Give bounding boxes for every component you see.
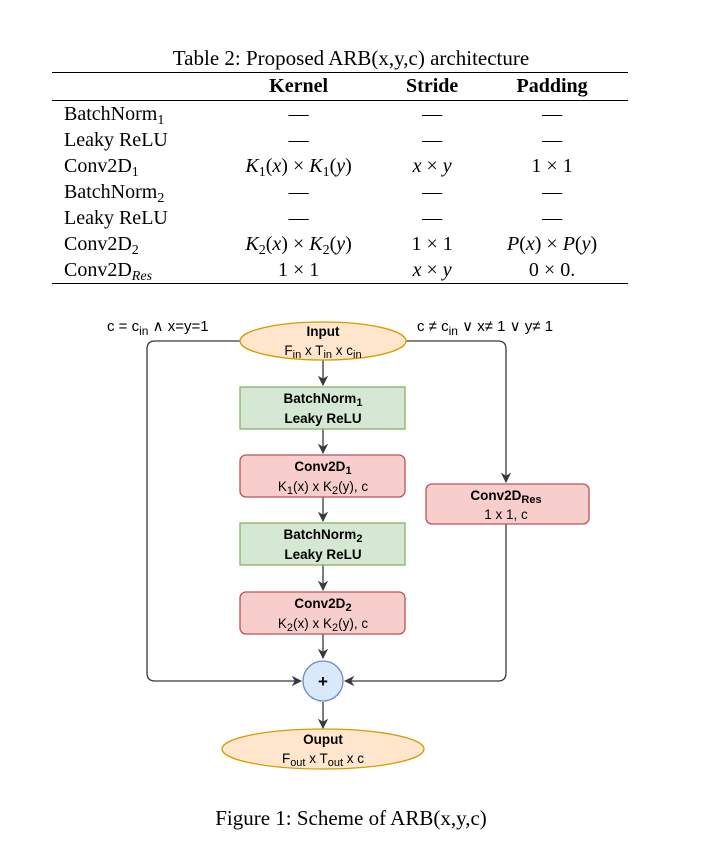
layer-name: Leaky ReLU xyxy=(64,129,168,151)
batchnorm1-title: BatchNorm1 xyxy=(284,391,363,409)
stride-cell: x × y xyxy=(412,155,452,177)
stride-cell: — xyxy=(422,181,443,203)
layer-name: Leaky ReLU xyxy=(64,207,168,229)
batchnorm2-block: BatchNorm2 Leaky ReLU xyxy=(239,522,406,566)
kernel-cell: — xyxy=(288,129,309,151)
kernel-cell: — xyxy=(288,103,309,125)
batchnorm2-sub: Leaky ReLU xyxy=(284,547,361,562)
conv2dres-block: Conv2DRes 1 x 1, c xyxy=(425,483,590,525)
kernel-cell: K2(x) × K2(y) xyxy=(245,233,352,259)
table-row: Leaky ReLU — — — xyxy=(52,205,628,231)
padding-cell: P(x) × P(y) xyxy=(506,233,598,255)
padding-cell: 0 × 0. xyxy=(528,259,576,281)
sum-node: + xyxy=(302,660,344,702)
conv2d1-block: Conv2D1 K1(x) x K2(y), c xyxy=(239,454,406,498)
table-caption: Table 2: Proposed ARB(x,y,c) architectur… xyxy=(172,46,530,70)
table-row: BatchNorm2 — — — xyxy=(52,179,628,207)
layer-name: BatchNorm1 xyxy=(64,103,165,129)
layer-name: Conv2D2 xyxy=(64,233,139,259)
conv2dres-sub: 1 x 1, c xyxy=(484,507,528,522)
batchnorm1-block: BatchNorm1 Leaky ReLU xyxy=(239,386,406,430)
input-title: Input xyxy=(307,324,340,339)
conv2d1-sub: K1(x) x K2(y), c xyxy=(278,479,369,497)
table-row: Conv2D1 K1(x) × K1(y) x × y 1 × 1 xyxy=(52,153,628,181)
header-layer xyxy=(52,73,209,101)
stride-cell: 1 × 1 xyxy=(411,233,453,255)
table-row: Conv2D2 K2(x) × K2(y) 1 × 1 P(x) × P(y) xyxy=(52,231,628,259)
output-title: Ouput xyxy=(303,732,343,747)
padding-cell: 1 × 1 xyxy=(531,155,573,177)
padding-cell: — xyxy=(542,181,563,203)
arb-scheme-diagram: c = cin ∧ x=y=1 c ≠ cin ∨ x≠ 1 ∨ y≠ 1 In… xyxy=(107,318,590,770)
output-node: Ouput Fout x Tout x c xyxy=(221,728,425,770)
kernel-cell: K1(x) × K1(y) xyxy=(245,155,352,181)
padding-cell: — xyxy=(542,129,563,151)
table-row: Conv2DRes 1 × 1 x × y 0 × 0. xyxy=(52,257,628,284)
kernel-cell: — xyxy=(288,207,309,229)
batchnorm1-sub: Leaky ReLU xyxy=(284,411,361,426)
padding-cell: — xyxy=(542,207,563,229)
table-row: Leaky ReLU — — — xyxy=(52,127,628,153)
header-kernel: Kernel xyxy=(269,75,329,97)
kernel-cell: 1 × 1 xyxy=(277,259,320,281)
condition-left-label: c = cin ∧ x=y=1 xyxy=(107,318,209,338)
stride-cell: x × y xyxy=(412,259,452,281)
input-node: Input Fin x Tin x cin xyxy=(239,321,407,361)
conv2d2-title: Conv2D2 xyxy=(294,596,351,614)
stride-cell: — xyxy=(422,129,443,151)
skip-connection-arrow xyxy=(146,340,303,687)
layer-name: Conv2D1 xyxy=(64,155,139,181)
layer-name: BatchNorm2 xyxy=(64,181,165,207)
conv2d2-block: Conv2D2 K2(x) x K2(y), c xyxy=(239,591,406,635)
header-padding: Padding xyxy=(516,75,588,97)
stride-cell: — xyxy=(422,103,443,125)
stride-cell: — xyxy=(422,207,443,229)
batchnorm2-title: BatchNorm2 xyxy=(284,527,363,545)
architecture-table: Kernel Stride Padding BatchNorm1— — — Leaky… xyxy=(52,72,628,284)
header-stride: Stride xyxy=(406,75,459,97)
conv2d2-sub: K2(x) x K2(y), c xyxy=(278,616,369,634)
layer-name: Conv2DRes xyxy=(64,259,153,285)
figure-caption: Figure 1: Scheme of ARB(x,y,c) xyxy=(215,806,487,830)
input-dims: Fin x Tin x cin xyxy=(284,343,361,361)
kernel-cell: — xyxy=(288,181,309,203)
sum-symbol: + xyxy=(318,672,328,691)
residual-out-arrow xyxy=(343,524,507,687)
residual-in-arrow xyxy=(405,340,512,484)
padding-cell: — xyxy=(542,103,563,125)
condition-right-label: c ≠ cin ∨ x≠ 1 ∨ y≠ 1 xyxy=(417,318,553,338)
table-row: BatchNorm1 — — — xyxy=(52,101,628,128)
conv2d1-title: Conv2D1 xyxy=(294,459,351,477)
table-header-row: Kernel Stride Padding xyxy=(52,72,628,101)
